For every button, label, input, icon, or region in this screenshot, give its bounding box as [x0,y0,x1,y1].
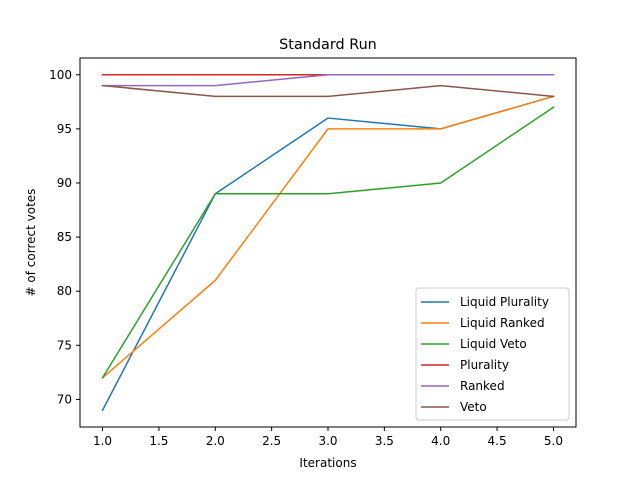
plot-lines [101,74,555,412]
x-tick-label: 1.0 [93,434,112,448]
series-line-veto [101,84,555,98]
legend-box [415,287,570,421]
y-tick-label: 85 [57,230,72,244]
series-line-liquid-veto [101,106,555,379]
x-tick-label: 1.5 [149,434,168,448]
y-axis: 70 75 80 85 90 95 100 [49,68,80,406]
y-axis-title: # of correct votes [24,189,38,297]
y-tick-label: 95 [57,122,72,136]
legend: Liquid Plurality Liquid Ranked Liquid Veto… [415,287,570,421]
y-tick-label: 75 [57,338,72,352]
legend-label-ranked: Ranked [460,379,505,393]
y-tick-label: 90 [57,176,72,190]
y-tick-label: 100 [49,68,72,82]
series-line-ranked [101,74,555,87]
chart-title: Standard Run [279,37,377,53]
x-tick-label: 3.5 [375,434,394,448]
series-line-liquid-ranked [101,95,555,379]
legend-label-liquid-ranked: Liquid Ranked [460,316,545,330]
legend-label-plurality: Plurality [460,358,509,372]
legend-label-liquid-plurality: Liquid Plurality [460,295,549,309]
x-tick-label: 3.0 [318,434,337,448]
x-tick-label: 2.5 [262,434,281,448]
legend-label-liquid-veto: Liquid Veto [460,337,527,351]
x-axis-title: Iterations [299,456,356,470]
x-tick-label: 4.5 [488,434,507,448]
y-tick-label: 80 [57,284,72,298]
x-tick-label: 2.0 [206,434,225,448]
x-axis: 1.0 1.5 2.0 2.5 3.0 3.5 4.0 4.5 5.0 [93,427,563,448]
legend-label-veto: Veto [460,400,487,414]
x-tick-label: 4.0 [431,434,450,448]
y-tick-label: 70 [57,392,72,406]
x-tick-label: 5.0 [544,434,563,448]
